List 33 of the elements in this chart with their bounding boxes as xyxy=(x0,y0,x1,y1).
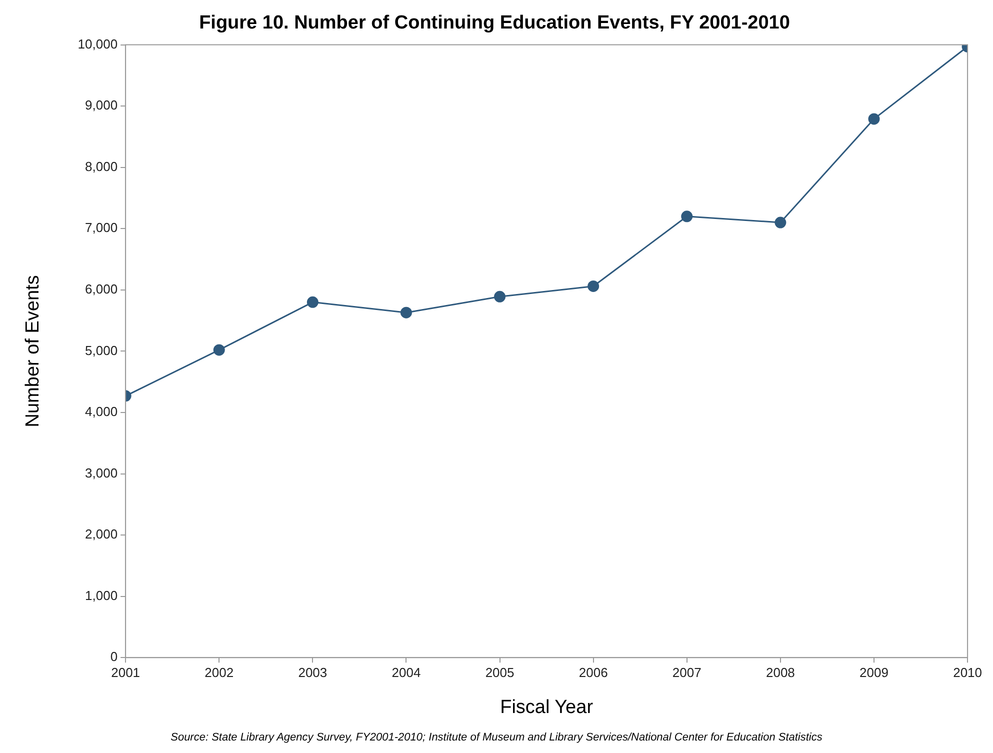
point xyxy=(213,344,225,356)
y-tick-label: 0 xyxy=(110,649,118,664)
x-tick-label: 2003 xyxy=(298,664,328,680)
point xyxy=(681,210,693,222)
y-tick-label: 1,000 xyxy=(85,588,118,603)
y-tick-label: 10,000 xyxy=(78,36,118,52)
point xyxy=(400,306,412,318)
y-tick-label: 2,000 xyxy=(85,526,118,542)
x-tick-label: 2004 xyxy=(392,664,421,680)
x-axis-title: Fiscal Year xyxy=(500,696,594,718)
y-tick-label: 9,000 xyxy=(85,98,118,113)
point xyxy=(774,216,786,228)
x-tick-label: 2010 xyxy=(953,664,982,680)
y-tick-label: 8,000 xyxy=(85,158,118,174)
y-tick-label: 5,000 xyxy=(85,342,118,358)
y-axis-title: Number of Events xyxy=(22,275,44,428)
x-tick-label: 2002 xyxy=(204,664,234,680)
x-tick-label: 2009 xyxy=(860,664,888,680)
y-tick-label: 7,000 xyxy=(85,220,118,236)
source-note: Source: State Library Agency Survey, FY2001-2010; Institute of Museum and Library Services/National Center for Education Statistics xyxy=(170,732,823,744)
chart-title: Figure 10. Number of Continuing Education Events, FY 2001-2010 xyxy=(199,12,790,34)
point xyxy=(306,296,318,308)
point xyxy=(588,280,600,292)
point xyxy=(868,113,880,125)
y-tick-label: 4,000 xyxy=(85,404,118,420)
y-tick-label: 3,000 xyxy=(85,465,118,480)
y-tick-label: 6,000 xyxy=(85,282,118,296)
x-tick-label: 2006 xyxy=(578,664,608,680)
x-tick-label: 2007 xyxy=(672,664,702,680)
x-tick-label: 2005 xyxy=(485,664,514,680)
x-tick-label: 2001 xyxy=(111,664,140,680)
x-tick-label: 2008 xyxy=(766,664,795,680)
point xyxy=(494,290,506,302)
